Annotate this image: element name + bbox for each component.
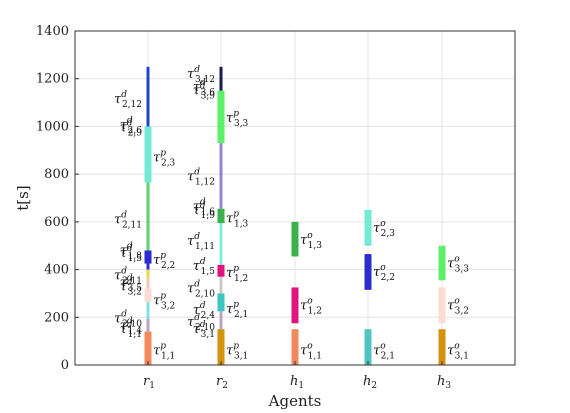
task-label: τo 2,2 — [373, 263, 395, 283]
y-tick-label: 200 — [44, 310, 69, 325]
task-label: τo 3,2 — [447, 296, 469, 316]
bar — [219, 143, 223, 209]
bar — [291, 221, 299, 257]
task-label: τd 1,5 — [120, 244, 143, 264]
bar — [291, 329, 299, 365]
bar — [217, 90, 225, 144]
x-axis-label: Agents — [268, 392, 322, 410]
task-label: τd 1,9 — [193, 201, 216, 221]
bar — [144, 331, 152, 365]
bar — [291, 287, 299, 324]
y-tick-label: 0 — [61, 358, 69, 373]
y-tick-label: 800 — [44, 167, 69, 182]
task-label: τp 2,1 — [226, 300, 248, 320]
bar — [144, 288, 152, 302]
bar — [217, 293, 225, 312]
bars — [144, 66, 446, 365]
task-label: τd 3,2 — [120, 277, 142, 297]
y-tick-label: 1200 — [36, 72, 69, 87]
bar — [219, 223, 223, 265]
task-label: τd 2,12 — [114, 90, 142, 110]
task-label: τo 2,1 — [373, 342, 395, 362]
bar — [219, 311, 223, 330]
y-tick-label: 1400 — [36, 24, 69, 39]
x-tick-label: h2 — [363, 374, 377, 391]
x-tick-label: r1 — [143, 374, 155, 391]
task-label: τp 3,3 — [226, 109, 249, 129]
task-label: τp 2,3 — [153, 148, 176, 168]
task-label: τo 1,1 — [300, 342, 322, 362]
task-label: τp 3,2 — [153, 292, 175, 312]
task-label: τd 3,5 — [120, 274, 143, 294]
bar — [146, 269, 150, 278]
bar — [364, 254, 372, 290]
task-label: τd 2,10 — [114, 309, 142, 329]
task-label: τd 3,1 — [193, 320, 215, 340]
task-label: τp 1,3 — [226, 209, 249, 229]
y-tick-label: 600 — [44, 215, 69, 230]
task-label: τo 1,2 — [300, 296, 322, 316]
task-label: τd 2,6 — [120, 116, 143, 136]
task-label: τo 3,3 — [447, 255, 469, 275]
bar — [146, 263, 150, 270]
x-tick-label: h1 — [290, 374, 304, 391]
task-label: τd 2,4 — [193, 301, 216, 321]
bar — [146, 318, 150, 332]
task-label: τd 1,8 — [120, 241, 143, 261]
task-label: τp 2,2 — [153, 251, 175, 271]
task-label: τd 2,11 — [114, 267, 142, 287]
task-label: τp 1,2 — [226, 264, 248, 284]
y-axis-label: t[s] — [14, 185, 32, 210]
bar — [438, 287, 446, 324]
task-label: τd 1,12 — [187, 168, 215, 188]
bar — [438, 245, 446, 281]
bar — [144, 126, 152, 183]
bar — [146, 277, 150, 289]
task-label: τd 2,10 — [187, 313, 215, 333]
task-label: τd 2,11 — [114, 210, 142, 230]
task-label: τp 1,1 — [153, 342, 175, 362]
task-label: τd 3,9 — [193, 82, 216, 102]
bar — [146, 301, 150, 319]
bar — [146, 182, 150, 251]
task-label: τo 1,3 — [300, 231, 322, 251]
task-label: τd 2,10 — [187, 280, 215, 300]
task-label: τd 1,11 — [187, 232, 215, 252]
task-label: τd 3,12 — [187, 65, 215, 85]
task-label: τp 3,1 — [226, 342, 248, 362]
task-label: τd 1,5 — [193, 257, 216, 277]
bar — [144, 250, 152, 264]
task-label: τd 3,6 — [193, 78, 216, 98]
bar — [438, 329, 446, 365]
task-label: τd 1,1 — [120, 320, 142, 340]
y-tick-label: 400 — [44, 263, 69, 278]
bar — [219, 276, 223, 294]
x-tick-label: r2 — [216, 374, 228, 391]
task-label: τo 3,1 — [447, 342, 469, 362]
bar — [219, 66, 223, 91]
task-label: τd 1,6 — [193, 197, 216, 217]
task-label: τd 1,4 — [120, 317, 143, 337]
task-label: τo 2,3 — [373, 219, 395, 239]
bar — [217, 264, 225, 277]
bar — [364, 329, 372, 365]
task-label: τd 2,9 — [120, 119, 143, 139]
y-tick-label: 1000 — [36, 119, 69, 134]
bar — [146, 66, 150, 127]
bar — [364, 209, 372, 246]
bar — [217, 329, 225, 365]
x-tick-label: h3 — [437, 374, 451, 391]
bar — [217, 208, 225, 224]
